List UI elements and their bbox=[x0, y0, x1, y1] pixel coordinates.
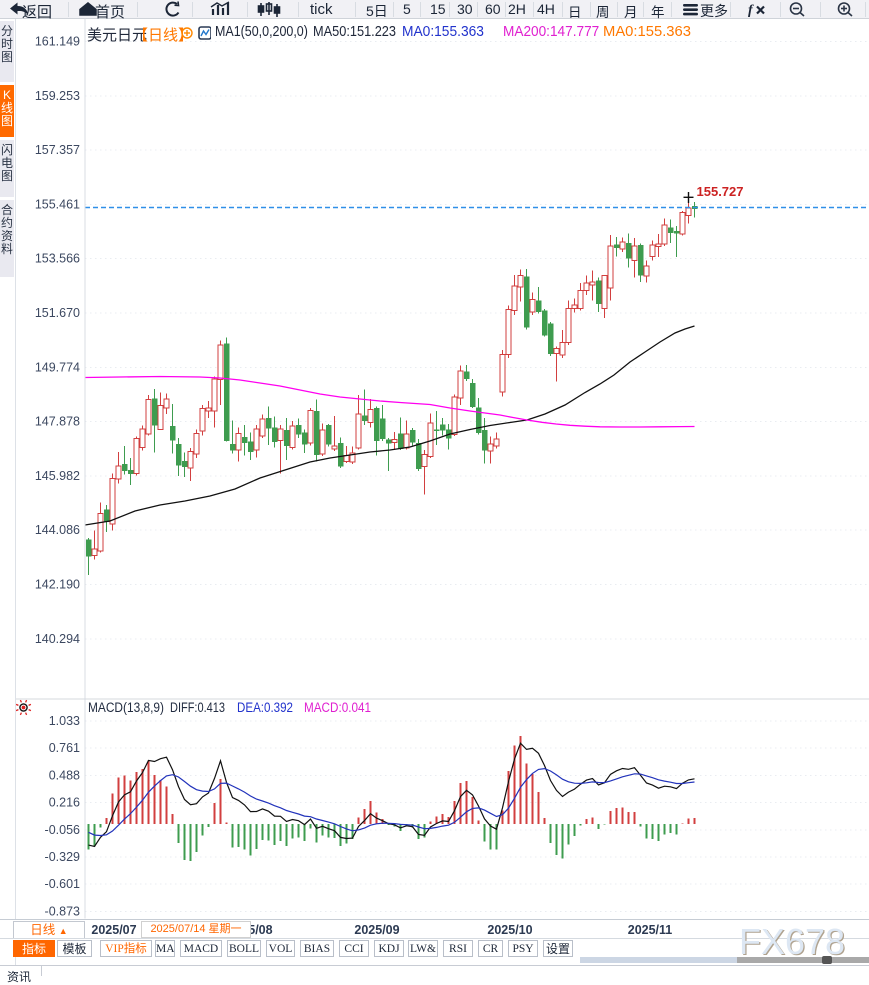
svg-text:142.190: 142.190 bbox=[35, 578, 80, 592]
svg-text:147.878: 147.878 bbox=[35, 415, 80, 429]
svg-text:0.761: 0.761 bbox=[49, 741, 80, 755]
svg-text:0.216: 0.216 bbox=[49, 796, 80, 810]
svg-text:151.670: 151.670 bbox=[35, 306, 80, 320]
svg-text:159.253: 159.253 bbox=[35, 89, 80, 103]
svg-text:MACD(13,8,9): MACD(13,8,9) bbox=[88, 700, 164, 715]
svg-text:MACD:0.041: MACD:0.041 bbox=[304, 700, 371, 715]
svg-text:149.774: 149.774 bbox=[35, 360, 80, 374]
svg-text:-0.056: -0.056 bbox=[45, 823, 80, 837]
svg-text:-0.329: -0.329 bbox=[45, 850, 80, 864]
svg-text:DIFF:0.413: DIFF:0.413 bbox=[170, 700, 225, 715]
svg-text:155.461: 155.461 bbox=[35, 197, 80, 211]
svg-text:f: f bbox=[748, 3, 754, 18]
svg-text:-0.601: -0.601 bbox=[45, 877, 80, 891]
svg-text:145.982: 145.982 bbox=[35, 469, 80, 483]
svg-text:-0.873: -0.873 bbox=[45, 904, 80, 918]
svg-text:161.149: 161.149 bbox=[35, 35, 80, 49]
svg-text:157.357: 157.357 bbox=[35, 143, 80, 157]
svg-text:155.727: 155.727 bbox=[697, 184, 744, 199]
svg-text:153.566: 153.566 bbox=[35, 252, 80, 266]
svg-text:0.488: 0.488 bbox=[49, 768, 80, 782]
svg-text:1.033: 1.033 bbox=[49, 714, 80, 728]
svg-text:DEA:0.392: DEA:0.392 bbox=[237, 700, 293, 715]
svg-text:144.086: 144.086 bbox=[35, 523, 80, 537]
svg-text:140.294: 140.294 bbox=[35, 632, 80, 646]
